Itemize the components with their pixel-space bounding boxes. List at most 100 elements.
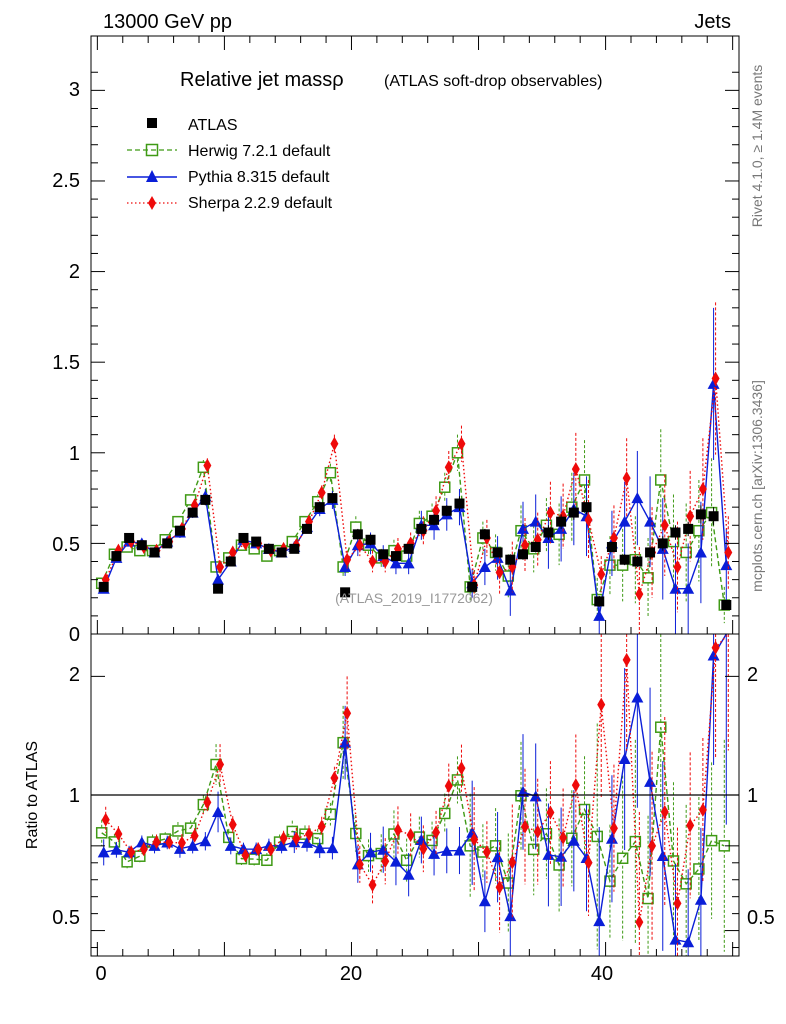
ratio-y-tick-label-2-right: 2	[747, 664, 758, 686]
ratio-point	[693, 863, 705, 875]
atlas-point	[695, 509, 706, 520]
atlas-point	[606, 542, 617, 553]
data-point	[571, 462, 580, 477]
y-tick-label-1.5: 1.5	[52, 352, 80, 374]
data-point	[724, 545, 733, 560]
chart-title: Relative jet massρ	[180, 69, 344, 91]
axes-ticks	[91, 36, 739, 956]
ratio-point	[426, 834, 438, 847]
ratio-point	[482, 845, 491, 860]
atlas-point	[543, 527, 554, 538]
ratio-point	[432, 825, 441, 840]
atlas-point	[263, 543, 274, 554]
data-point	[682, 582, 695, 594]
data-point	[432, 503, 441, 518]
atlas-point	[619, 554, 630, 565]
legend-pythia-marker	[146, 170, 158, 182]
ratio-point	[495, 880, 504, 895]
ratio-point	[489, 840, 502, 852]
data-point	[478, 560, 491, 572]
ratio-point	[559, 830, 568, 845]
ratio-point	[241, 848, 250, 863]
atlas-point	[657, 538, 668, 549]
atlas-point	[429, 514, 440, 525]
data-point	[609, 530, 618, 545]
atlas-point	[378, 549, 389, 560]
legend-herwig-label: Herwig 7.2.1 default	[188, 143, 331, 160]
data-point	[504, 584, 517, 596]
atlas-point	[213, 583, 224, 594]
atlas-point	[645, 547, 656, 558]
data-point	[529, 515, 542, 527]
process-label: Jets	[694, 11, 731, 33]
data-point	[402, 557, 415, 569]
ratio-point	[266, 842, 275, 857]
data-point	[451, 447, 464, 459]
data-point	[720, 559, 733, 571]
data-point	[317, 485, 326, 500]
data-point	[669, 582, 682, 594]
legend-sherpa-label: Sherpa 2.2.9 default	[188, 195, 333, 212]
ratio-point	[698, 802, 707, 817]
atlas-point	[365, 534, 376, 545]
chart-subtitle: (ATLAS soft-drop observables)	[384, 73, 602, 90]
data-point	[324, 466, 337, 479]
ratio-point	[279, 831, 288, 846]
ratio-point	[177, 835, 186, 850]
atlas-point	[98, 581, 109, 592]
ratio-point	[584, 855, 593, 870]
data-point	[546, 505, 555, 520]
series-line-3	[105, 378, 729, 595]
x-tick-label-40: 40	[591, 963, 613, 985]
data-point	[644, 515, 657, 527]
data-point	[707, 377, 720, 389]
data-point	[389, 557, 402, 569]
ratio-point	[339, 736, 352, 748]
ratio-point	[457, 761, 466, 776]
atlas-point	[441, 505, 452, 516]
data-point	[330, 436, 339, 451]
atlas-point	[467, 581, 478, 592]
analysis-id-label: (ATLAS_2019_I1772062)	[335, 590, 493, 606]
atlas-point	[111, 551, 122, 562]
ratio-series	[95, 633, 731, 956]
ratio-y-tick-labels: 0.5 1 2 0.5 1 2	[52, 664, 775, 929]
data-point	[343, 552, 352, 567]
data-point	[521, 538, 529, 553]
ratio-point	[330, 771, 339, 786]
data-point	[631, 492, 644, 504]
x-tick-label-0: 0	[95, 963, 106, 985]
atlas-point	[187, 507, 198, 518]
data-point	[593, 609, 606, 621]
atlas-point	[136, 540, 147, 551]
y-tick-label-0: 0	[69, 624, 80, 646]
ratio-line-3	[105, 633, 729, 923]
atlas-point	[505, 554, 516, 565]
y-tick-label-1: 1	[69, 443, 80, 465]
atlas-point	[556, 516, 567, 527]
rivet-version-label: Rivet 4.1.0, ≥ 1.4M events	[749, 65, 765, 228]
data-point	[622, 471, 631, 486]
data-point	[655, 474, 667, 486]
ratio-point	[673, 896, 682, 911]
ratio-point	[165, 835, 174, 850]
ratio-line-1	[101, 727, 725, 899]
atlas-point	[683, 523, 694, 534]
ratio-point	[491, 851, 504, 863]
y-tick-label-0.5: 0.5	[52, 534, 80, 556]
atlas-point	[149, 547, 160, 558]
ratio-point	[527, 843, 540, 856]
data-point	[686, 509, 695, 524]
atlas-point	[568, 507, 579, 518]
data-point	[203, 458, 212, 473]
sherpa-series	[101, 302, 733, 634]
main-y-tick-labels: 0 0.5 1 1.5 2 2.5 3	[52, 79, 80, 646]
data-point	[439, 481, 451, 493]
ratio-point	[705, 834, 718, 847]
data-point	[673, 559, 682, 574]
y-tick-label-2: 2	[69, 261, 80, 283]
data-point	[693, 524, 705, 537]
ratio-point	[139, 842, 148, 857]
atlas-point	[289, 543, 300, 554]
atlas-point	[632, 556, 643, 567]
